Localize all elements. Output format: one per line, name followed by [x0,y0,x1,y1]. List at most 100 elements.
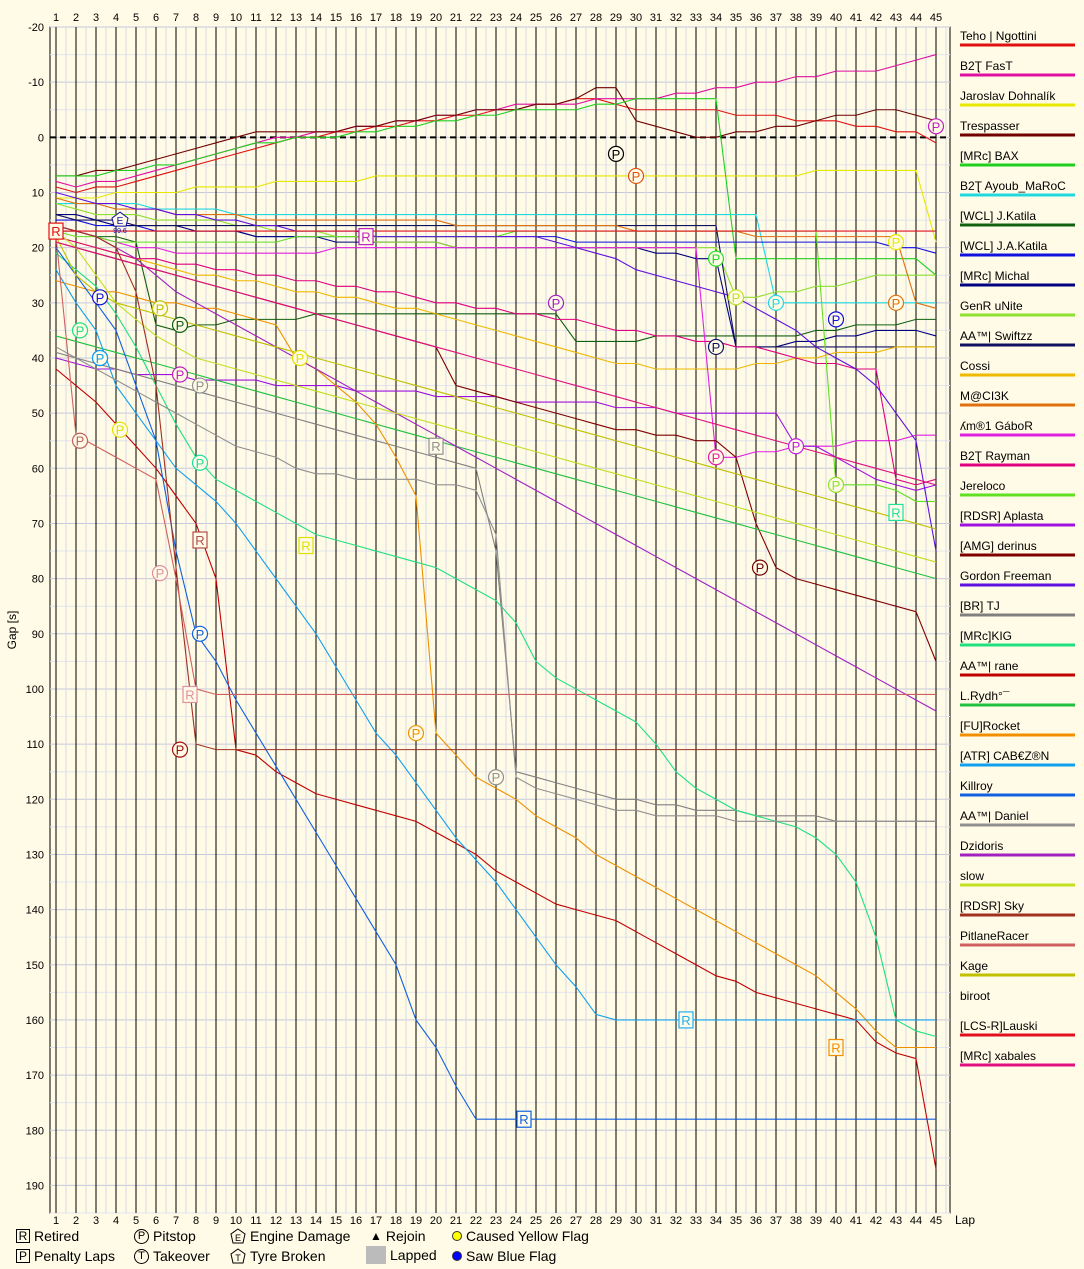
legend-saw-blue: Saw Blue Flag [452,1248,556,1264]
pitstop-marker [91,349,109,367]
x-tick-label: 45 [930,12,942,24]
y-tick-label: 150 [26,960,44,972]
svg-text:E: E [235,1233,241,1243]
retired-marker [678,1011,694,1029]
retired-marker [888,503,904,522]
pitstop-marker-label: P [832,478,841,493]
x-tick-label: 31 [650,1215,662,1227]
series-line [55,197,937,309]
x-tick-label: 16 [350,1215,362,1227]
legend-lapped: Lapped [366,1246,437,1264]
retired-marker [192,531,208,549]
pitstop-marker [787,438,805,455]
x-tick-label: 41 [850,1215,862,1227]
legend-entry-label: [WCL] J.A.Katila [960,239,1048,253]
legend-entry-label: Gordon Freeman [960,569,1051,583]
pitstop-marker [407,724,425,742]
legend-entry-label: B2Ʈ Ayoub_MaRoC [960,179,1066,193]
blue-flag-icon [452,1251,462,1261]
pitstop-marker-label: P [96,351,105,366]
x-tick-label: 33 [690,1215,702,1227]
x-tick-label: 22 [470,12,482,24]
x-tick-label: 26 [550,1215,562,1227]
legend-entry-label: [WCL] J.Katila [960,209,1036,223]
legend-retired: R Retired [16,1228,79,1244]
pitstop-marker [607,145,625,162]
series-line [56,202,936,304]
legend-entry-label: [MRc]KIG [960,629,1012,643]
pitstop-marker [707,250,725,267]
x-tick-label: 1 [53,1215,59,1227]
pitstop-marker-label: P [156,301,165,316]
series-line [55,236,936,370]
x-tick-label: 24 [510,12,522,24]
x-tick-label: 23 [490,12,502,24]
x-tick-label: 41 [850,12,862,24]
series-line [55,247,936,1120]
legend-penalty-laps: P Penalty Laps [16,1248,115,1264]
series-line [55,236,936,696]
y-tick-label: 50 [32,408,44,420]
gap-chart: 1 2 3 4 5 6 7 8 9 10 11 12 13 14 15 16 17 18 19 20 21 22 23 24 2… [5,12,1075,1227]
x-tick-label: 30 [630,12,642,24]
pitstop-marker-label: P [772,296,781,311]
x-tick-label: 6 [153,1215,159,1227]
legend-engine-damage: E Engine Damage [230,1228,350,1244]
x-tick-label: 2 [73,12,79,24]
retired-marker-label: R [195,533,204,548]
pitstop-marker-label: P [712,252,721,267]
legend-tyre-broken-label: Tyre Broken [250,1248,326,1264]
pitstop-marker [827,311,845,328]
legend-entry-label: AA™| rane [960,659,1019,673]
grid [50,26,950,1214]
engine-damage-marker [111,211,129,227]
pitstop-marker-label: P [732,290,741,305]
y-tick-label: 110 [26,739,44,751]
pitstop-marker [887,234,905,251]
series-line [55,225,937,712]
x-tick-label: 40 [830,12,842,24]
annotations: R R R R R R R R R R P P P P P P P P P P P P P P P P P P P P P P P P P P P P P P… [48,118,945,1128]
x-tick-label: 38 [790,1215,802,1227]
pitstop-marker [191,454,209,471]
x-tick-label: 6 [153,12,159,24]
x-tick-label: 38 [790,12,802,24]
pitstop-marker-label: P [156,566,165,581]
legend-entry-label: GenR uNite [960,299,1023,313]
engine-damage-value: 99.6 [113,228,127,235]
x-tick-label: 25 [530,12,542,24]
pitstop-marker-label: P [196,456,205,471]
x-tick-label: 19 [410,12,422,24]
y-tick-label: 70 [32,518,44,530]
x-ticks-top: 1 2 3 4 5 6 7 8 9 10 11 12 13 14 15 16 17 18 19 20 21 22 23 24 2… [53,12,942,24]
x-tick-label: 29 [610,1215,622,1227]
x-tick-label: 44 [910,12,922,24]
legend-lapped-label: Lapped [390,1247,437,1263]
plot-area [49,26,951,1214]
series-line [55,346,936,822]
x-ticks-bottom: 1 2 3 4 5 6 7 8 9 10 11 12 13 14 15 16 17 18 19 20 21 22 23 24 2… [53,1215,942,1227]
y-tick-label: 20 [32,243,44,255]
pitstop-marker [171,741,189,758]
legend-rejoin-label: Rejoin [385,1228,426,1244]
x-tick-label: 29 [610,12,622,24]
x-tick-label: 7 [173,12,179,24]
pitstop-marker [191,377,209,394]
x-tick-label: 28 [590,1215,602,1227]
legend-entry-label: PitlaneRacer [960,929,1029,943]
pitstop-marker-label: P [756,561,765,576]
x-tick-label: 7 [173,1215,179,1227]
legend-entry-label: [RDSR] Sky [960,899,1024,913]
retired-marker-label: R [681,1013,690,1028]
pitstop-marker-label: P [712,340,721,355]
y-axis-label: Gap [s] [5,611,19,650]
pitstop-marker [171,316,189,333]
engine-damage-marker-label: E [117,216,124,227]
legend: Teho | Ngottini B2Ʈ FasT Jaroslav Dohnalík… [960,29,1075,1067]
legend-caused-yellow: Caused Yellow Flag [452,1228,589,1244]
rejoin-icon: ▲ [370,1229,382,1243]
x-tick-label: 17 [370,1215,382,1227]
series-lines [55,54,937,1169]
y-tick-label: 140 [26,905,44,917]
y-tick-label: 10 [32,187,44,199]
